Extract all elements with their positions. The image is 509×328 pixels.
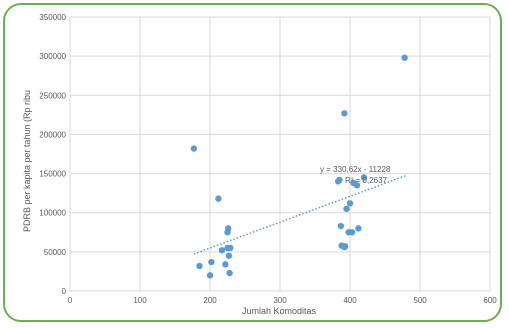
data-point — [360, 174, 368, 181]
y-tick-label: 250000 — [39, 91, 66, 100]
data-point — [225, 225, 232, 232]
gridlines — [69, 16, 491, 292]
data-point — [341, 110, 348, 117]
x-axis-title: Jumlah Komoditas — [242, 306, 317, 316]
data-point — [336, 176, 343, 184]
trendline — [193, 174, 407, 255]
data-point — [355, 225, 362, 232]
data-point — [218, 247, 226, 254]
data-point — [353, 182, 361, 189]
x-tick-label: 300 — [273, 296, 287, 305]
data-point — [343, 205, 350, 212]
data-point — [190, 145, 198, 152]
x-tick-labels: 0 100 200 300 400 500 600 — [68, 296, 497, 305]
data-point — [225, 252, 233, 259]
y-tick-labels: 0 50000 100000 150000 200000 250000 300000 3500… — [39, 13, 66, 296]
data-point — [226, 269, 233, 277]
data-point — [341, 243, 349, 250]
y-tick-label: 150000 — [39, 170, 66, 179]
x-tick-label: 100 — [133, 296, 147, 305]
y-tick-label: 100000 — [39, 209, 66, 218]
y-tick-label: 0 — [62, 287, 67, 296]
data-point — [208, 258, 215, 266]
data-point — [348, 229, 356, 236]
y-axis-title: PDRB per kapita per tahun (Rp ribu — [22, 90, 32, 232]
data-point — [227, 244, 234, 252]
trendline-equation: y = 330,62x - 11228 — [320, 165, 391, 174]
data-point — [196, 262, 203, 270]
y-tick-label: 300000 — [39, 52, 66, 61]
data-point — [346, 200, 354, 207]
x-tick-label: 200 — [203, 296, 217, 305]
x-tick-label: 600 — [483, 296, 497, 305]
data-point — [222, 261, 229, 268]
data-point — [337, 222, 345, 230]
data-point — [401, 54, 408, 61]
x-tick-label: 500 — [413, 296, 427, 305]
data-point — [215, 195, 222, 202]
x-tick-label: 0 — [68, 296, 73, 305]
y-tick-label: 200000 — [39, 130, 66, 139]
r-squared-label: R² = 0,2637 — [345, 176, 388, 185]
y-tick-label: 350000 — [39, 13, 66, 22]
data-points — [190, 54, 408, 279]
x-tick-label: 400 — [343, 296, 357, 305]
data-point — [206, 272, 214, 279]
y-tick-label: 50000 — [44, 248, 67, 257]
